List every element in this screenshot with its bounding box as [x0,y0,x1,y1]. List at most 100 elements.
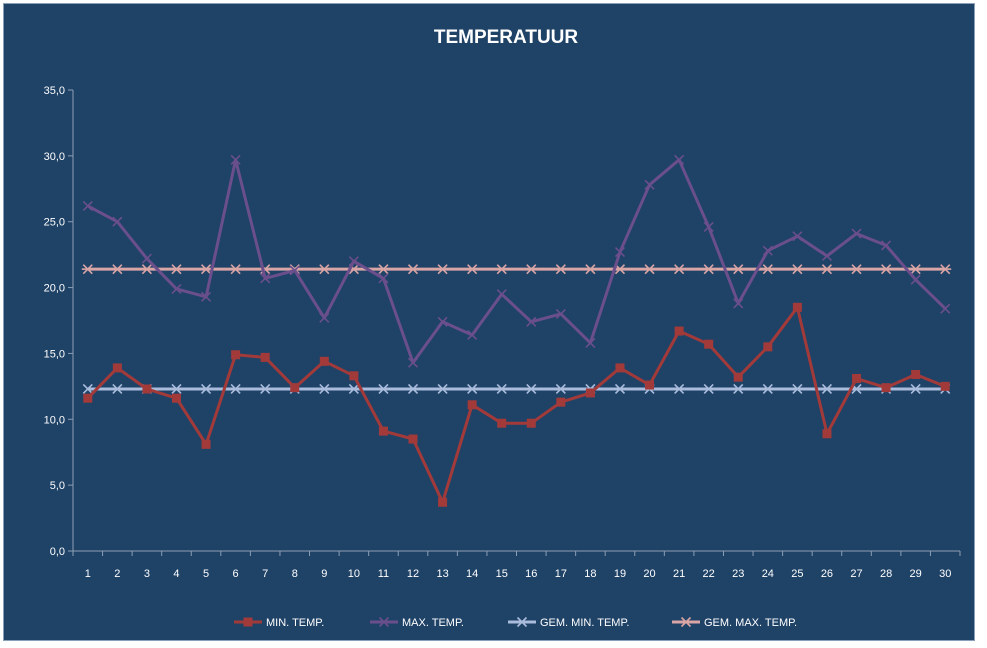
marker-stroke [881,240,892,251]
marker-stroke [910,274,921,285]
x-tick-label: 12 [407,568,419,580]
data-point [910,274,921,285]
legend-swatch-marker [243,617,253,627]
x-tick-label: 17 [555,568,567,580]
marker-stroke [821,383,833,395]
data-point [408,434,418,444]
data-point [526,316,537,327]
x-tick-label: 13 [436,568,448,580]
marker-stroke [496,289,507,300]
data-point [674,154,685,165]
data-point [732,264,745,275]
y-tick-label: 5,0 [50,480,65,492]
series-min-temp [83,302,950,507]
x-tick-label: 3 [144,568,150,580]
marker-stroke [378,383,389,395]
series-gem-max-temp [81,264,952,275]
legend-swatch-marker [516,616,528,628]
marker-stroke [171,283,182,294]
data-point [377,264,390,275]
data-point [761,264,774,275]
marker-stroke [526,383,537,395]
data-point [437,316,448,327]
x-tick-label: 9 [321,568,327,580]
data-point [495,264,508,275]
data-point [940,381,950,391]
series-line [87,158,947,365]
x-tick-label: 4 [173,568,179,580]
x-tick-label: 19 [614,568,626,580]
data-point [201,439,211,449]
data-point [319,383,330,395]
x-tick-label: 30 [939,568,951,580]
marker-stroke [792,383,803,395]
marker-stroke [674,154,685,165]
series-gem-min-temp [82,383,951,395]
marker-stroke [467,329,478,341]
x-tick-label: 16 [525,568,537,580]
marker-stroke [319,383,330,395]
data-point [82,383,93,395]
marker-stroke [496,383,507,395]
legend-label: GEM. MIN. TEMP. [540,617,629,629]
data-point [260,352,270,362]
marker-stroke [407,383,419,395]
x-tick-label: 15 [496,568,508,580]
marker-stroke [614,383,626,395]
x-tick-label: 2 [114,568,120,580]
x-tick-label: 26 [821,568,833,580]
data-point [674,383,685,395]
x-tick-label: 10 [348,568,360,580]
legend: MIN. TEMP. MAX. TEMP. GEM. MIN. TEMP. GEM. … [234,616,797,629]
marker-stroke [516,616,528,628]
data-point [436,264,449,275]
data-point [112,363,122,373]
data-point [733,372,743,382]
marker-stroke [733,383,744,395]
data-point [762,245,773,256]
marker-stroke [348,256,359,267]
data-point [319,356,329,366]
data-point [140,264,153,275]
data-point [171,283,182,294]
legend-label: MAX. TEMP. [402,617,464,629]
chart-title: TEMPERATUUR [434,27,579,48]
marker-stroke [437,316,448,327]
marker-stroke [348,383,359,395]
marker-stroke [851,228,862,239]
data-point [170,264,183,275]
data-point [112,216,123,227]
marker-stroke [437,383,448,395]
data-point [466,264,479,275]
series-max-temp [82,154,951,368]
data-point [348,256,359,267]
marker-stroke [703,383,714,395]
marker-stroke [378,616,390,628]
data-point [881,240,892,251]
data-point [585,388,595,398]
marker-stroke [762,383,773,395]
data-point [554,264,567,275]
marker-stroke [644,179,655,190]
data-point [733,383,744,395]
series-line [86,305,946,504]
marker-stroke [82,383,93,395]
axes: 0,05,010,015,020,025,030,035,01 2 3 4 5 6 7 8 9 1… [44,85,961,580]
data-point [290,383,300,393]
data-point [171,393,181,403]
marker-stroke [319,312,330,323]
marker-stroke [467,383,478,395]
marker-stroke [171,383,182,395]
legend-item: GEM. MIN. TEMP. [508,616,629,629]
data-point [909,264,922,275]
marker-stroke [407,357,419,368]
data-point [763,342,773,352]
data-point [881,383,891,393]
data-point [556,397,566,407]
y-tick-label: 10,0 [44,414,65,426]
x-tick-label: 27 [850,568,862,580]
data-point [821,250,833,262]
data-point [378,383,389,395]
data-point [111,264,124,275]
x-tick-label: 25 [791,568,803,580]
